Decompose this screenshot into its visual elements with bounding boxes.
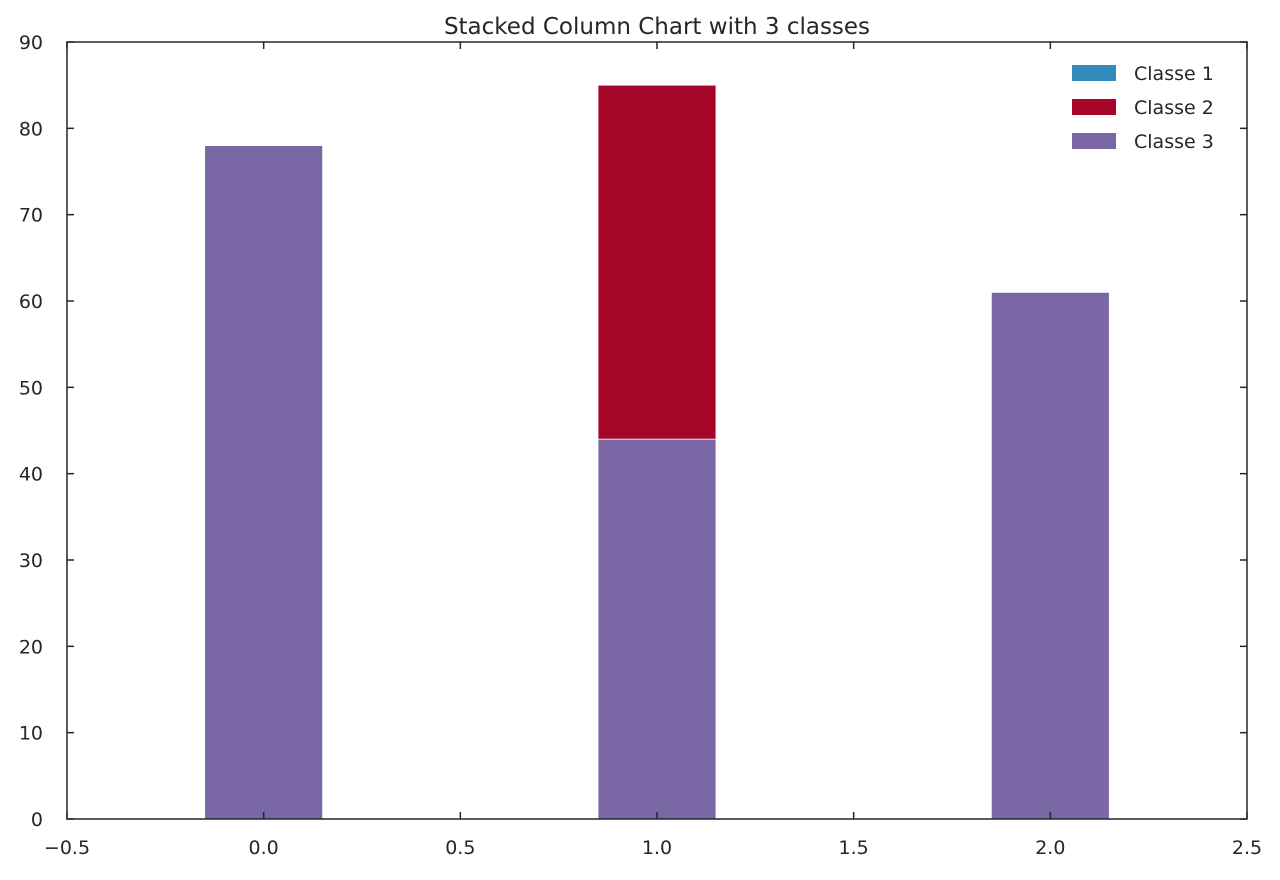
y-tick-label: 0: [31, 809, 43, 831]
legend-swatch-3: [1072, 133, 1116, 149]
y-tick-label: 90: [19, 32, 43, 54]
y-tick-label: 80: [19, 118, 43, 140]
bar-classe-3-1: [597, 438, 717, 820]
y-tick-label: 70: [19, 205, 43, 227]
y-tick-label: 30: [19, 550, 43, 572]
axes-group: −0.5 0.0 0.5 1.0 1.5 2.0 2.5 0 10 20 30 40 50 60 70 80 9…: [19, 32, 1262, 859]
bar-classe-2-1: [597, 84, 717, 440]
bars-group: [204, 84, 1110, 820]
bar-classe-3-2: [990, 291, 1110, 820]
y-tick-label: 40: [19, 464, 43, 486]
legend-label-1: Classe 1: [1134, 63, 1214, 85]
chart-title: Stacked Column Chart with 3 classes: [444, 14, 870, 40]
y-tick-label: 60: [19, 291, 43, 313]
x-tick-label: 2.5: [1232, 837, 1262, 859]
x-tick-label: 2.0: [1035, 837, 1065, 859]
y-tick-label: 10: [19, 723, 43, 745]
legend-swatch-2: [1072, 99, 1116, 115]
bar-classe-3-0: [204, 145, 324, 820]
x-tick-label: 1.0: [642, 837, 672, 859]
legend-swatch-1: [1072, 65, 1116, 81]
y-tick-label: 20: [19, 636, 43, 658]
x-tick-label: 1.5: [839, 837, 869, 859]
legend-label-3: Classe 3: [1134, 131, 1214, 153]
x-tick-label: 0.5: [445, 837, 475, 859]
x-tick-label: 0.0: [249, 837, 279, 859]
x-tick-label: −0.5: [44, 837, 90, 859]
y-tick-label: 50: [19, 377, 43, 399]
legend: Classe 1 Classe 2 Classe 3: [1072, 63, 1214, 153]
legend-label-2: Classe 2: [1134, 97, 1214, 119]
